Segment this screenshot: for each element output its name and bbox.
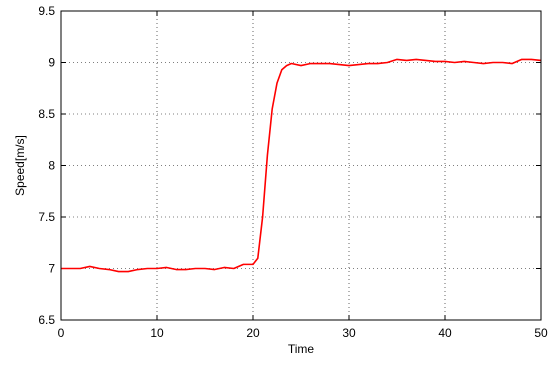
x-tick-label: 10 bbox=[150, 326, 164, 340]
line-layer bbox=[61, 58, 542, 273]
x-axis-label: Time bbox=[288, 342, 315, 356]
y-axis-label: Speed[m/s] bbox=[13, 135, 27, 196]
y-tick-label: 8.5 bbox=[38, 107, 55, 121]
y-tick-label: 7 bbox=[48, 262, 55, 276]
y-tick-label: 9.5 bbox=[38, 4, 55, 18]
x-tick-label: 20 bbox=[246, 326, 260, 340]
x-tick-label: 40 bbox=[438, 326, 452, 340]
grid-layer bbox=[61, 11, 541, 320]
y-tick-label: 6.5 bbox=[38, 313, 55, 327]
x-tick-label: 30 bbox=[342, 326, 356, 340]
x-tick-label: 50 bbox=[534, 326, 548, 340]
y-tick-label: 7.5 bbox=[38, 210, 55, 224]
speed-series-line bbox=[61, 58, 542, 273]
y-tick-label: 8 bbox=[48, 159, 55, 173]
y-tick-label: 9 bbox=[48, 56, 55, 70]
plot-frame bbox=[60, 10, 542, 321]
x-tick-label: 0 bbox=[58, 326, 65, 340]
labels-layer: 0 10 20 30 40 50 6.5 7 7.5 8 8.5 9 9.5 bbox=[38, 4, 548, 340]
